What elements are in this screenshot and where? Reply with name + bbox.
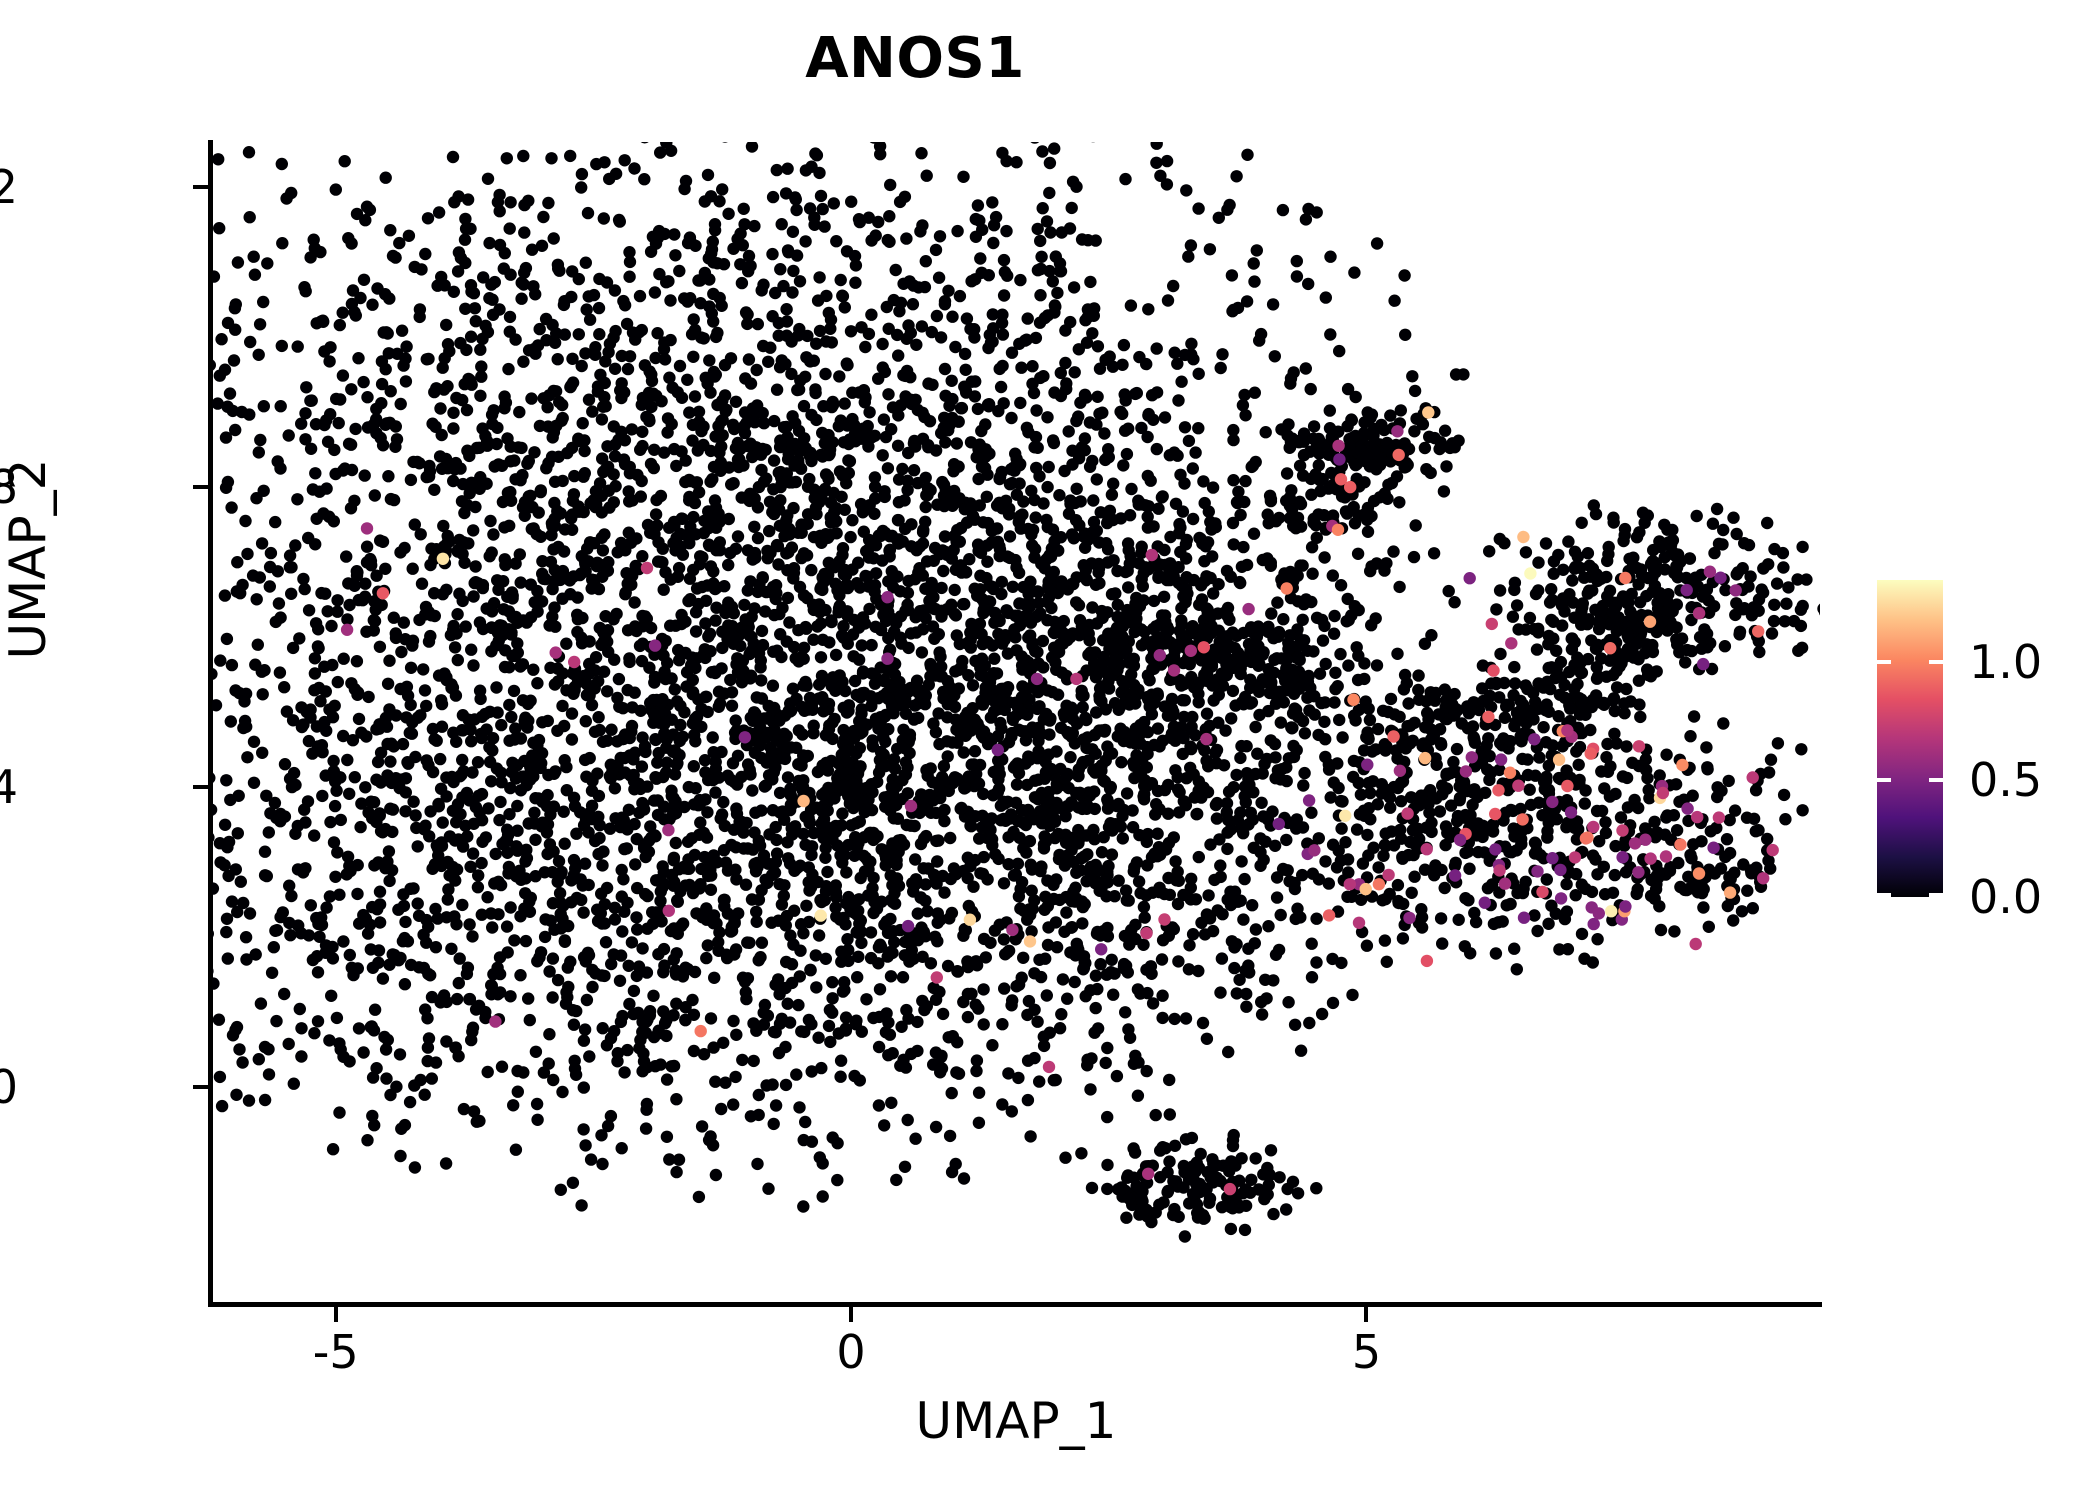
y-tick-mark — [193, 784, 208, 789]
y-axis-spine — [208, 140, 213, 1307]
x-tick-mark — [849, 1307, 854, 1322]
y-axis-label: UMAP_2 — [0, 458, 57, 660]
y-tick-label: 12 — [0, 159, 18, 214]
plot-area — [212, 142, 1820, 1304]
x-tick-label: 0 — [836, 1325, 866, 1379]
colorbar-tick-label: 0.0 — [1969, 870, 2043, 924]
y-tick-label: 0 — [0, 1059, 18, 1114]
colorbar-tick-label: 0.5 — [1969, 752, 2043, 807]
colorbar-tick-mark — [1929, 777, 1943, 782]
x-axis-label: UMAP_1 — [915, 1392, 1117, 1450]
colorbar-tick-label: 1.0 — [1969, 635, 2043, 690]
y-tick-mark — [193, 184, 208, 189]
y-tick-label: 4 — [0, 759, 18, 814]
y-tick-label: 8 — [0, 459, 18, 514]
x-tick-label: 5 — [1351, 1325, 1382, 1379]
x-axis-spine — [208, 1302, 1822, 1307]
x-tick-label: -5 — [312, 1325, 359, 1379]
colorbar-tick-mark — [1877, 893, 1891, 897]
colorbar-tick-mark — [1877, 777, 1891, 782]
colorbar-tick-mark — [1929, 893, 1943, 897]
colorbar: 0.0 0.5 1.0 — [1877, 580, 2097, 924]
colorbar-tick-mark — [1877, 660, 1891, 665]
scatter-points-layer — [212, 142, 1820, 1243]
y-tick-mark — [193, 484, 208, 489]
x-tick-mark — [333, 1307, 338, 1322]
colorbar-tick-mark — [1929, 660, 1943, 665]
x-tick-mark — [1364, 1307, 1369, 1322]
page-title: ANOS1 — [805, 26, 1025, 91]
y-tick-mark — [193, 1084, 208, 1089]
colorbar-gradient — [1877, 580, 1943, 897]
